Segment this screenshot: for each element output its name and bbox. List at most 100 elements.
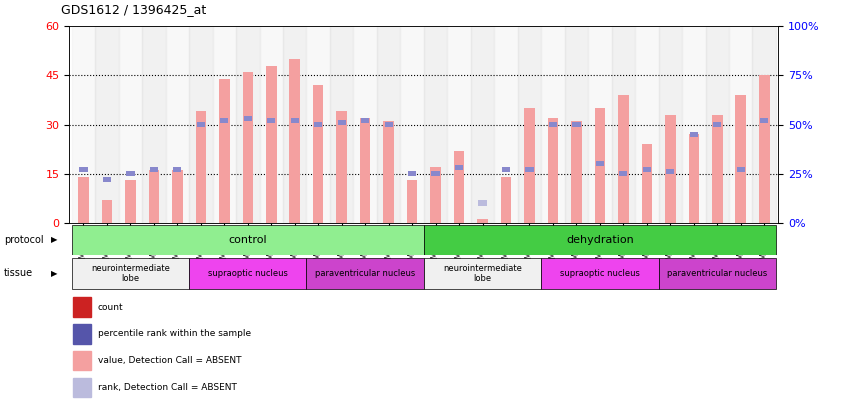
Text: rank, Detection Call = ABSENT: rank, Detection Call = ABSENT xyxy=(98,383,237,392)
Bar xyxy=(149,171,159,223)
Bar xyxy=(73,378,91,397)
Bar xyxy=(737,167,744,173)
Bar xyxy=(236,26,260,223)
Bar xyxy=(330,26,354,223)
Bar xyxy=(665,115,676,223)
Bar xyxy=(431,167,441,223)
Bar xyxy=(102,200,113,223)
Bar xyxy=(96,26,118,223)
Bar xyxy=(408,171,416,176)
Bar xyxy=(72,26,96,223)
Bar xyxy=(547,118,558,223)
Bar xyxy=(712,115,722,223)
Bar xyxy=(219,79,229,223)
Bar xyxy=(80,167,88,173)
Bar xyxy=(118,26,142,223)
Text: control: control xyxy=(228,235,267,245)
Bar xyxy=(125,180,135,223)
Bar xyxy=(73,351,91,370)
Bar xyxy=(313,85,323,223)
Bar xyxy=(455,165,463,171)
Bar xyxy=(197,122,205,127)
Bar xyxy=(689,132,698,137)
Bar xyxy=(658,26,682,223)
Bar xyxy=(541,26,564,223)
Bar xyxy=(525,108,535,223)
Bar xyxy=(596,161,604,166)
Bar xyxy=(525,167,534,173)
Text: protocol: protocol xyxy=(4,235,44,245)
Bar xyxy=(283,26,306,223)
Bar xyxy=(73,324,91,343)
Bar xyxy=(518,26,541,223)
Text: neurointermediate
lobe: neurointermediate lobe xyxy=(443,264,522,283)
Bar xyxy=(289,59,300,223)
Bar xyxy=(195,111,206,223)
Text: neurointermediate
lobe: neurointermediate lobe xyxy=(91,264,170,283)
Bar xyxy=(407,180,417,223)
Bar xyxy=(658,258,776,289)
Bar xyxy=(212,26,236,223)
Bar xyxy=(385,122,393,127)
Bar xyxy=(267,118,275,123)
Bar xyxy=(190,26,212,223)
Bar xyxy=(635,26,658,223)
Bar xyxy=(243,72,253,223)
Bar xyxy=(354,26,377,223)
Bar xyxy=(337,111,347,223)
Bar xyxy=(78,177,89,223)
Bar xyxy=(220,118,228,123)
Bar xyxy=(377,26,400,223)
Bar xyxy=(502,167,510,173)
Bar xyxy=(338,120,346,125)
Bar xyxy=(266,66,277,223)
Bar xyxy=(479,200,486,206)
Bar xyxy=(618,95,629,223)
Bar xyxy=(735,95,746,223)
Bar xyxy=(190,258,306,289)
Bar xyxy=(173,167,181,173)
Bar xyxy=(142,26,166,223)
Bar xyxy=(641,144,652,223)
Text: ▶: ▶ xyxy=(51,269,58,278)
Text: count: count xyxy=(98,303,124,311)
Text: supraoptic nucleus: supraoptic nucleus xyxy=(208,269,288,278)
Bar xyxy=(729,26,752,223)
Text: value, Detection Call = ABSENT: value, Detection Call = ABSENT xyxy=(98,356,241,365)
Text: paraventricular nucleus: paraventricular nucleus xyxy=(667,269,767,278)
Bar xyxy=(541,258,658,289)
Bar xyxy=(383,121,394,223)
Bar xyxy=(667,169,674,174)
Text: GDS1612 / 1396425_at: GDS1612 / 1396425_at xyxy=(61,3,206,16)
Bar xyxy=(549,122,557,127)
Bar xyxy=(612,26,635,223)
Bar xyxy=(752,26,776,223)
Bar xyxy=(306,258,424,289)
Text: dehydration: dehydration xyxy=(566,235,634,245)
Bar xyxy=(682,26,706,223)
Bar xyxy=(424,225,776,255)
Bar xyxy=(595,108,605,223)
Bar xyxy=(360,118,371,223)
Bar xyxy=(706,26,729,223)
Bar xyxy=(494,26,518,223)
Text: percentile rank within the sample: percentile rank within the sample xyxy=(98,329,251,338)
Text: supraoptic nucleus: supraoptic nucleus xyxy=(560,269,640,278)
Bar xyxy=(448,26,470,223)
Bar xyxy=(172,171,183,223)
Bar xyxy=(424,26,448,223)
Bar xyxy=(72,258,190,289)
Bar xyxy=(453,151,464,223)
Bar xyxy=(400,26,424,223)
Bar xyxy=(689,134,699,223)
Bar xyxy=(713,122,722,127)
Bar xyxy=(759,75,770,223)
Bar xyxy=(571,121,582,223)
Bar xyxy=(72,225,424,255)
Bar xyxy=(564,26,588,223)
Bar xyxy=(760,118,768,123)
Bar xyxy=(470,26,494,223)
Bar xyxy=(619,171,628,176)
Bar xyxy=(260,26,283,223)
Bar xyxy=(103,177,111,182)
